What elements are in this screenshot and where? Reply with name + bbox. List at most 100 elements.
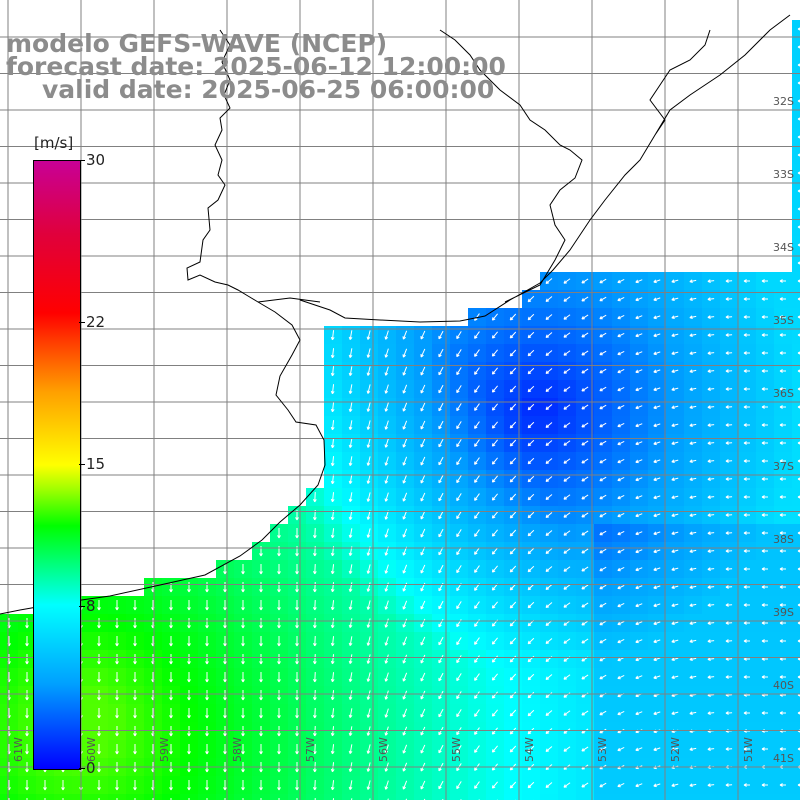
wind-arrow <box>545 494 553 501</box>
wind-arrow <box>509 385 517 393</box>
wind-arrow <box>761 711 768 715</box>
wind-arrow <box>456 637 462 646</box>
wind-arrow <box>474 457 480 465</box>
wind-arrow <box>617 422 625 428</box>
wind-arrow <box>187 780 191 791</box>
wind-arrow <box>348 366 353 377</box>
wind-arrow <box>689 783 697 788</box>
wind-arrow <box>635 549 643 554</box>
wind-arrow <box>402 564 408 574</box>
wind-arrow <box>384 618 389 628</box>
wind-arrow <box>653 603 661 608</box>
wind-arrow <box>312 528 317 539</box>
wind-arrow <box>545 602 553 609</box>
longitude-label: 59W <box>158 737 171 762</box>
wind-arrow <box>474 601 480 609</box>
wind-arrow <box>169 600 173 611</box>
wind-arrow <box>187 654 191 665</box>
wind-arrow <box>402 654 408 664</box>
wind-arrow <box>581 782 589 788</box>
wind-arrow <box>277 618 281 629</box>
wind-arrow <box>671 315 679 320</box>
wind-arrow <box>330 402 335 413</box>
wind-arrow <box>761 783 768 787</box>
wind-arrow <box>779 585 786 589</box>
wind-arrow <box>25 744 29 755</box>
wind-speed-cell <box>306 794 324 800</box>
wind-arrow <box>97 690 101 701</box>
wind-arrow <box>366 654 371 664</box>
wind-arrow <box>779 315 786 319</box>
wind-arrow <box>671 279 679 284</box>
wind-arrow <box>689 477 697 482</box>
wind-speed-cell <box>486 794 504 800</box>
wind-arrow <box>563 494 571 500</box>
wind-speed-cell <box>792 182 800 200</box>
wind-arrow <box>761 441 768 445</box>
wind-arrow <box>599 494 607 500</box>
colorbar-tick-mark <box>79 322 85 324</box>
wind-arrow <box>330 384 335 395</box>
wind-arrow <box>527 565 535 573</box>
wind-arrow <box>707 369 715 373</box>
wind-arrow <box>402 456 408 466</box>
wind-arrow <box>438 438 444 448</box>
wind-arrow <box>707 711 715 715</box>
wind-arrow <box>743 495 751 499</box>
wind-arrow <box>97 780 101 791</box>
wind-arrow <box>761 495 768 499</box>
wind-arrow <box>491 781 498 789</box>
wind-arrow <box>438 690 444 700</box>
wind-arrow <box>653 657 661 662</box>
wind-arrow <box>743 585 751 589</box>
wind-speed-cell <box>36 794 54 800</box>
wind-speed-cell <box>792 740 800 758</box>
wind-arrow <box>779 513 786 517</box>
wind-arrow <box>259 582 263 593</box>
wind-arrow <box>635 585 643 590</box>
wind-arrow <box>671 531 679 536</box>
wind-arrow <box>761 567 768 571</box>
wind-arrow <box>797 27 800 31</box>
wind-arrow <box>384 672 389 682</box>
wind-arrow <box>474 511 480 519</box>
wind-arrow <box>725 315 733 319</box>
wind-arrow <box>707 279 715 283</box>
wind-arrow <box>277 600 281 611</box>
wind-arrow <box>707 333 715 337</box>
wind-arrow <box>599 620 607 626</box>
wind-arrow <box>545 332 553 339</box>
wind-arrow <box>205 690 209 701</box>
wind-arrow <box>779 603 786 607</box>
longitude-label: 55W <box>450 737 463 762</box>
wind-arrow <box>707 315 715 319</box>
wind-speed-cell <box>792 272 800 290</box>
wind-arrow <box>169 780 173 791</box>
wind-arrow <box>581 296 589 302</box>
wind-arrow <box>743 783 751 787</box>
wind-arrow <box>474 655 480 663</box>
wind-arrow <box>743 279 751 283</box>
wind-arrow <box>743 603 751 607</box>
wind-arrow <box>725 495 733 499</box>
wind-arrow <box>438 384 444 394</box>
wind-arrow <box>509 601 517 609</box>
wind-arrow <box>295 654 299 665</box>
wind-arrow <box>545 296 553 303</box>
wind-arrow <box>761 549 768 553</box>
wind-arrow <box>348 528 353 539</box>
wind-arrow <box>545 458 553 465</box>
wind-arrow <box>617 494 625 500</box>
wind-arrow <box>797 783 800 787</box>
wind-arrow <box>779 423 786 427</box>
wind-arrow <box>689 549 697 554</box>
wind-arrow <box>456 457 462 466</box>
wind-arrow <box>348 402 353 413</box>
wind-arrow <box>779 387 786 391</box>
wind-arrow <box>384 330 389 340</box>
wind-speed-cell <box>792 452 800 470</box>
wind-arrow <box>438 366 444 376</box>
wind-arrow <box>653 387 661 392</box>
wind-arrow <box>169 744 173 755</box>
wind-arrow <box>545 710 553 717</box>
